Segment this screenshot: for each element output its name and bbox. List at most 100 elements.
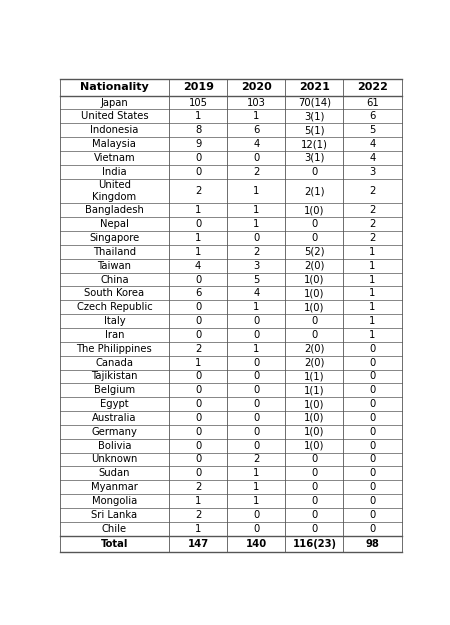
Text: Sri Lanka: Sri Lanka [91,510,138,520]
Text: 0: 0 [311,167,318,177]
Text: 0: 0 [195,330,201,340]
Text: 1(1): 1(1) [304,371,324,381]
Text: 0: 0 [369,482,376,492]
Text: 0: 0 [311,482,318,492]
Text: 0: 0 [253,385,259,395]
Text: 2(0): 2(0) [304,344,324,354]
Text: 0: 0 [369,357,376,367]
Text: 1: 1 [253,344,260,354]
Bar [60,286,401,300]
Text: 1: 1 [369,316,376,326]
Text: 1: 1 [253,302,260,312]
Bar [60,203,401,217]
Bar [60,179,401,203]
Text: 116(23): 116(23) [292,539,336,549]
Text: 2020: 2020 [241,82,272,92]
Text: 3: 3 [253,261,259,271]
Text: Nepal: Nepal [100,219,129,229]
Text: 4: 4 [369,153,376,163]
Text: 0: 0 [311,330,318,340]
Text: 1: 1 [369,274,376,284]
Text: United States: United States [81,111,148,121]
Text: 0: 0 [253,316,259,326]
Text: 61: 61 [366,98,379,107]
Bar [60,123,401,137]
Bar [60,165,401,179]
Text: Sudan: Sudan [99,468,130,478]
Text: 0: 0 [195,274,201,284]
Text: 1: 1 [253,186,260,196]
Bar [60,397,401,411]
Text: 0: 0 [369,344,376,354]
Text: Germany: Germany [91,427,137,437]
Text: Malaysia: Malaysia [93,139,136,149]
Text: 9: 9 [195,139,201,149]
Text: Chile: Chile [102,524,127,534]
Text: 98: 98 [365,539,379,549]
Text: 1: 1 [253,496,260,506]
Bar [60,425,401,439]
Text: 1(0): 1(0) [304,399,324,409]
Bar [60,480,401,494]
Text: 0: 0 [311,524,318,534]
Bar [60,369,401,383]
Bar [60,411,401,425]
Text: 0: 0 [195,302,201,312]
Text: 1(0): 1(0) [304,288,324,298]
Text: 5(2): 5(2) [304,247,324,257]
Text: 0: 0 [369,371,376,381]
Bar [60,231,401,245]
Text: 0: 0 [369,399,376,409]
Text: 1: 1 [195,357,201,367]
Text: Indonesia: Indonesia [90,125,139,135]
Text: 2: 2 [369,219,376,229]
Bar [60,494,401,508]
Text: 0: 0 [311,316,318,326]
Text: 1: 1 [195,206,201,216]
Bar [60,508,401,522]
Text: 1(0): 1(0) [304,274,324,284]
Text: 0: 0 [311,510,318,520]
Text: 1(0): 1(0) [304,427,324,437]
Text: 1: 1 [253,111,260,121]
Bar [60,245,401,259]
Text: 0: 0 [311,496,318,506]
Bar [60,452,401,466]
Text: 2019: 2019 [183,82,214,92]
Text: 1: 1 [195,247,201,257]
Text: 1(0): 1(0) [304,206,324,216]
Text: 6: 6 [369,111,376,121]
Text: 2: 2 [195,510,201,520]
Text: 0: 0 [253,524,259,534]
Text: 1: 1 [195,233,201,243]
Text: 6: 6 [195,288,201,298]
Text: Bolivia: Bolivia [98,441,131,451]
Text: 0: 0 [195,371,201,381]
Bar [60,300,401,314]
Text: 0: 0 [311,233,318,243]
Text: 1: 1 [369,330,376,340]
Text: 5(1): 5(1) [304,125,324,135]
Bar [60,217,401,231]
Text: 2: 2 [253,247,260,257]
Text: The Philippines: The Philippines [76,344,152,354]
Bar [60,259,401,272]
Text: 0: 0 [369,454,376,464]
Text: 4: 4 [369,139,376,149]
Text: Belgium: Belgium [94,385,135,395]
Text: 0: 0 [195,454,201,464]
Text: 0: 0 [253,371,259,381]
Text: 70(14): 70(14) [298,98,331,107]
Text: Total: Total [101,539,128,549]
Text: 0: 0 [369,468,376,478]
Text: 4: 4 [253,288,259,298]
Text: 0: 0 [253,153,259,163]
Text: 1: 1 [369,261,376,271]
Text: 2022: 2022 [357,82,388,92]
Text: 2: 2 [195,344,201,354]
Text: China: China [100,274,129,284]
Text: 0: 0 [369,496,376,506]
Text: 4: 4 [253,139,259,149]
Text: Singapore: Singapore [89,233,140,243]
Text: 2: 2 [195,186,201,196]
